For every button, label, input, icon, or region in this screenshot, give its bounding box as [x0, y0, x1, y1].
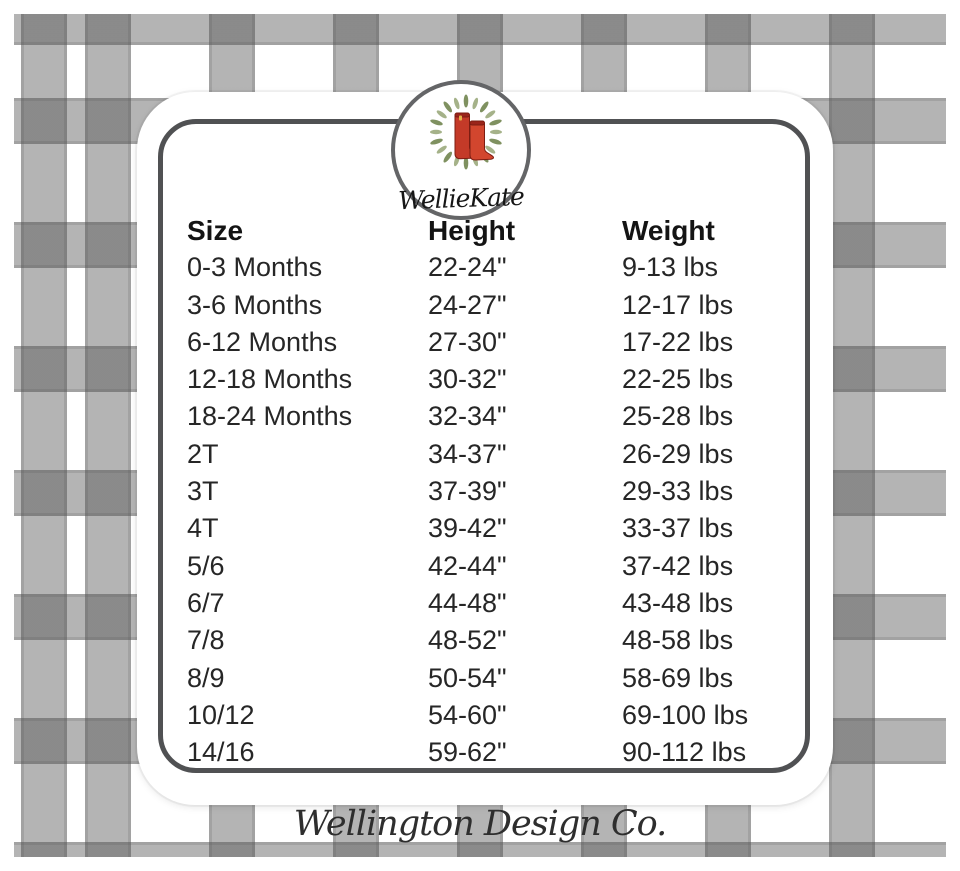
- height-cell: 39-42": [428, 513, 507, 544]
- size-cell: 6/7: [187, 587, 225, 618]
- height-cell: 24-27": [428, 289, 507, 320]
- table-row: 6/7 44-48" 43-48 lbs: [187, 585, 803, 622]
- column-header-weight: Weight: [622, 215, 715, 246]
- height-cell: 32-34": [428, 401, 507, 432]
- height-cell: 22-24": [428, 252, 507, 283]
- weight-cell: 90-112 lbs: [622, 737, 747, 768]
- size-cell: 14/16: [187, 737, 255, 768]
- table-row: 6-12 Months 27-30" 17-22 lbs: [187, 324, 803, 361]
- table-row: 10/12 54-60" 69-100 lbs: [187, 697, 803, 734]
- table-row: 0-3 Months 22-24" 9-13 lbs: [187, 249, 803, 286]
- weight-cell: 69-100 lbs: [622, 699, 749, 730]
- weight-cell: 29-33 lbs: [622, 476, 734, 507]
- table-row: 7/8 48-52" 48-58 lbs: [187, 622, 803, 659]
- table-row: 2T 34-37" 26-29 lbs: [187, 436, 803, 473]
- table-header-row: Size Height Weight: [187, 212, 803, 249]
- table-row: 3-6 Months 24-27" 12-17 lbs: [187, 287, 803, 324]
- size-cell: 4T: [187, 513, 219, 544]
- height-cell: 59-62": [428, 737, 507, 768]
- size-cell: 12-18 Months: [187, 364, 353, 395]
- size-cell: 7/8: [187, 625, 225, 656]
- size-cell: 3-6 Months: [187, 289, 323, 320]
- weight-cell: 17-22 lbs: [622, 326, 734, 357]
- size-cell: 18-24 Months: [187, 401, 353, 432]
- weight-cell: 25-28 lbs: [622, 401, 734, 432]
- weight-cell: 22-25 lbs: [622, 364, 734, 395]
- height-cell: 34-37": [428, 438, 507, 469]
- table-row: 5/6 42-44" 37-42 lbs: [187, 548, 803, 585]
- height-cell: 42-44": [428, 550, 507, 581]
- footer-brand-script: Wellington Design Co.: [293, 804, 668, 844]
- wreath-and-boots-icon: [430, 94, 502, 170]
- weight-cell: 26-29 lbs: [622, 438, 734, 469]
- height-cell: 30-32": [428, 364, 507, 395]
- height-cell: 48-52": [428, 625, 507, 656]
- height-cell: 37-39": [428, 476, 507, 507]
- red-wellington-boots-icon: [454, 112, 494, 161]
- size-cell: 10/12: [187, 699, 255, 730]
- table-row: 3T 37-39" 29-33 lbs: [187, 473, 803, 510]
- weight-cell: 48-58 lbs: [622, 625, 734, 656]
- table-row: 18-24 Months 32-34" 25-28 lbs: [187, 398, 803, 435]
- laurel-wreath-icon: [430, 94, 502, 170]
- height-cell: 50-54": [428, 662, 507, 693]
- weight-cell: 43-48 lbs: [622, 587, 734, 618]
- size-cell: 6-12 Months: [187, 326, 338, 357]
- column-header-height: Height: [428, 215, 516, 246]
- brand-logo-text: WellieKate: [397, 181, 525, 216]
- weight-cell: 9-13 lbs: [622, 252, 719, 283]
- table-row: 8/9 50-54" 58-69 lbs: [187, 660, 803, 697]
- table-row: 12-18 Months 30-32" 22-25 lbs: [187, 361, 803, 398]
- table-row: 4T 39-42" 33-37 lbs: [187, 510, 803, 547]
- column-header-size: Size: [187, 215, 244, 246]
- size-cell: 8/9: [187, 662, 225, 693]
- size-table: Size Height Weight 0-3 Months 22-24" 9-1…: [187, 212, 803, 771]
- height-cell: 44-48": [428, 587, 507, 618]
- height-cell: 27-30": [428, 326, 507, 357]
- brand-logo-medallion: WellieKate: [391, 80, 531, 220]
- size-cell: 2T: [187, 438, 219, 469]
- weight-cell: 37-42 lbs: [622, 550, 734, 581]
- size-cell: 3T: [187, 476, 219, 507]
- size-cell: 5/6: [187, 550, 225, 581]
- weight-cell: 58-69 lbs: [622, 662, 734, 693]
- table-row: 14/16 59-62" 90-112 lbs: [187, 734, 803, 771]
- weight-cell: 12-17 lbs: [622, 289, 734, 320]
- height-cell: 54-60": [428, 699, 507, 730]
- size-cell: 0-3 Months: [187, 252, 323, 283]
- weight-cell: 33-37 lbs: [622, 513, 734, 544]
- size-chart-card: Size Height Weight 0-3 Months 22-24" 9-1…: [137, 92, 833, 805]
